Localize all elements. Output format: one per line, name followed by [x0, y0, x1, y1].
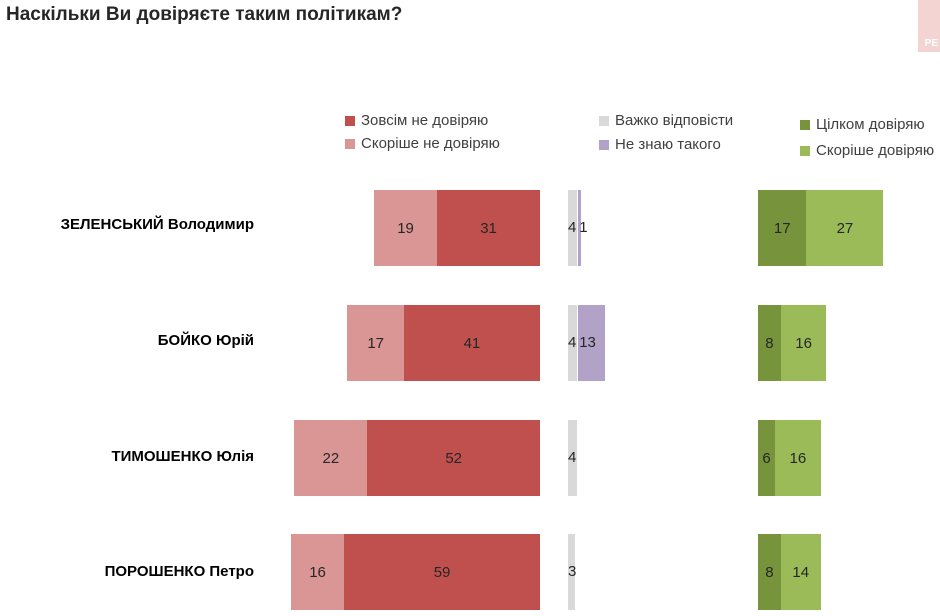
bar-dont-know-boiko — [578, 305, 606, 381]
legend-swatch-dont-know — [599, 139, 609, 150]
legend-swatch-completely-trust — [800, 119, 810, 130]
bar-rather-distrust-zelenskyi: 19 — [374, 190, 438, 266]
legend-label-dont-know: Не знаю такого — [615, 136, 721, 153]
legend-label-rather-trust: Скоріше довіряю — [816, 142, 935, 159]
bar-hard-to-say-boiko — [568, 305, 578, 381]
legend-item-hard-to-say: Важко відповісти — [599, 112, 733, 129]
data-label-hard-to-say-tymoshenko: 4 — [568, 449, 577, 466]
corner-tag: РЕ — [918, 0, 940, 52]
row-label-boiko: БОЙКО Юрій — [157, 332, 254, 349]
bar-completely-distrust-zelenskyi: 31 — [437, 190, 540, 266]
data-label-hard-to-say-boiko: 4 — [568, 334, 577, 351]
bar-rather-distrust-boiko: 17 — [347, 305, 404, 381]
legend-swatch-completely-distrust — [345, 115, 355, 126]
bar-completely-trust-boiko: 8 — [758, 305, 781, 381]
legend-swatch-rather-distrust — [345, 138, 355, 149]
chart-title: Наскільки Ви довіряєте таким політикам? — [6, 4, 403, 25]
bar-rather-distrust-poroshenko: 16 — [291, 534, 345, 610]
legend-label-completely-trust: Цілком довіряю — [816, 116, 925, 133]
legend-swatch-hard-to-say — [599, 115, 609, 126]
row-label-zelenskyi: ЗЕЛЕНСЬКИЙ Володимир — [60, 216, 254, 233]
bar-completely-distrust-poroshenko: 59 — [344, 534, 540, 610]
legend-item-completely-distrust: Зовсім не довіряю — [345, 112, 488, 129]
row-label-poroshenko: ПОРОШЕНКО Петро — [104, 563, 254, 580]
bar-hard-to-say-zelenskyi — [568, 190, 578, 266]
bar-dont-know-zelenskyi — [578, 190, 582, 266]
legend-item-rather-distrust: Скоріше не довіряю — [345, 135, 500, 152]
bar-completely-distrust-boiko: 41 — [403, 305, 540, 381]
bar-rather-trust-tymoshenko: 16 — [775, 420, 821, 496]
bar-hard-to-say-tymoshenko — [568, 420, 578, 496]
bar-completely-trust-tymoshenko: 6 — [758, 420, 776, 496]
legend-label-completely-distrust: Зовсім не довіряю — [361, 112, 489, 129]
bar-rather-trust-boiko: 16 — [780, 305, 827, 381]
row-label-tymoshenko: ТИМОШЕНКО Юлія — [111, 448, 254, 465]
bar-completely-distrust-tymoshenko: 52 — [367, 420, 540, 496]
legend-item-completely-trust: Цілком довіряю — [800, 116, 925, 133]
data-label-dont-know-zelenskyi: 1 — [579, 219, 588, 236]
legend-item-rather-trust: Скоріше довіряю — [800, 142, 934, 159]
bar-hard-to-say-poroshenko — [568, 534, 575, 610]
legend-label-hard-to-say: Важко відповісти — [615, 112, 734, 129]
data-label-dont-know-boiko: 13 — [579, 334, 596, 351]
legend-item-dont-know: Не знаю такого — [599, 136, 721, 153]
data-label-hard-to-say-poroshenko: 3 — [568, 563, 577, 580]
bar-rather-trust-poroshenko: 14 — [780, 534, 821, 610]
bar-completely-trust-poroshenko: 8 — [758, 534, 781, 610]
data-label-hard-to-say-zelenskyi: 4 — [568, 219, 577, 236]
bar-rather-trust-zelenskyi: 27 — [806, 190, 884, 266]
bar-completely-trust-zelenskyi: 17 — [758, 190, 807, 266]
legend-label-rather-distrust: Скоріше не довіряю — [361, 135, 500, 152]
legend-swatch-rather-trust — [800, 145, 810, 156]
bar-rather-distrust-tymoshenko: 22 — [294, 420, 368, 496]
